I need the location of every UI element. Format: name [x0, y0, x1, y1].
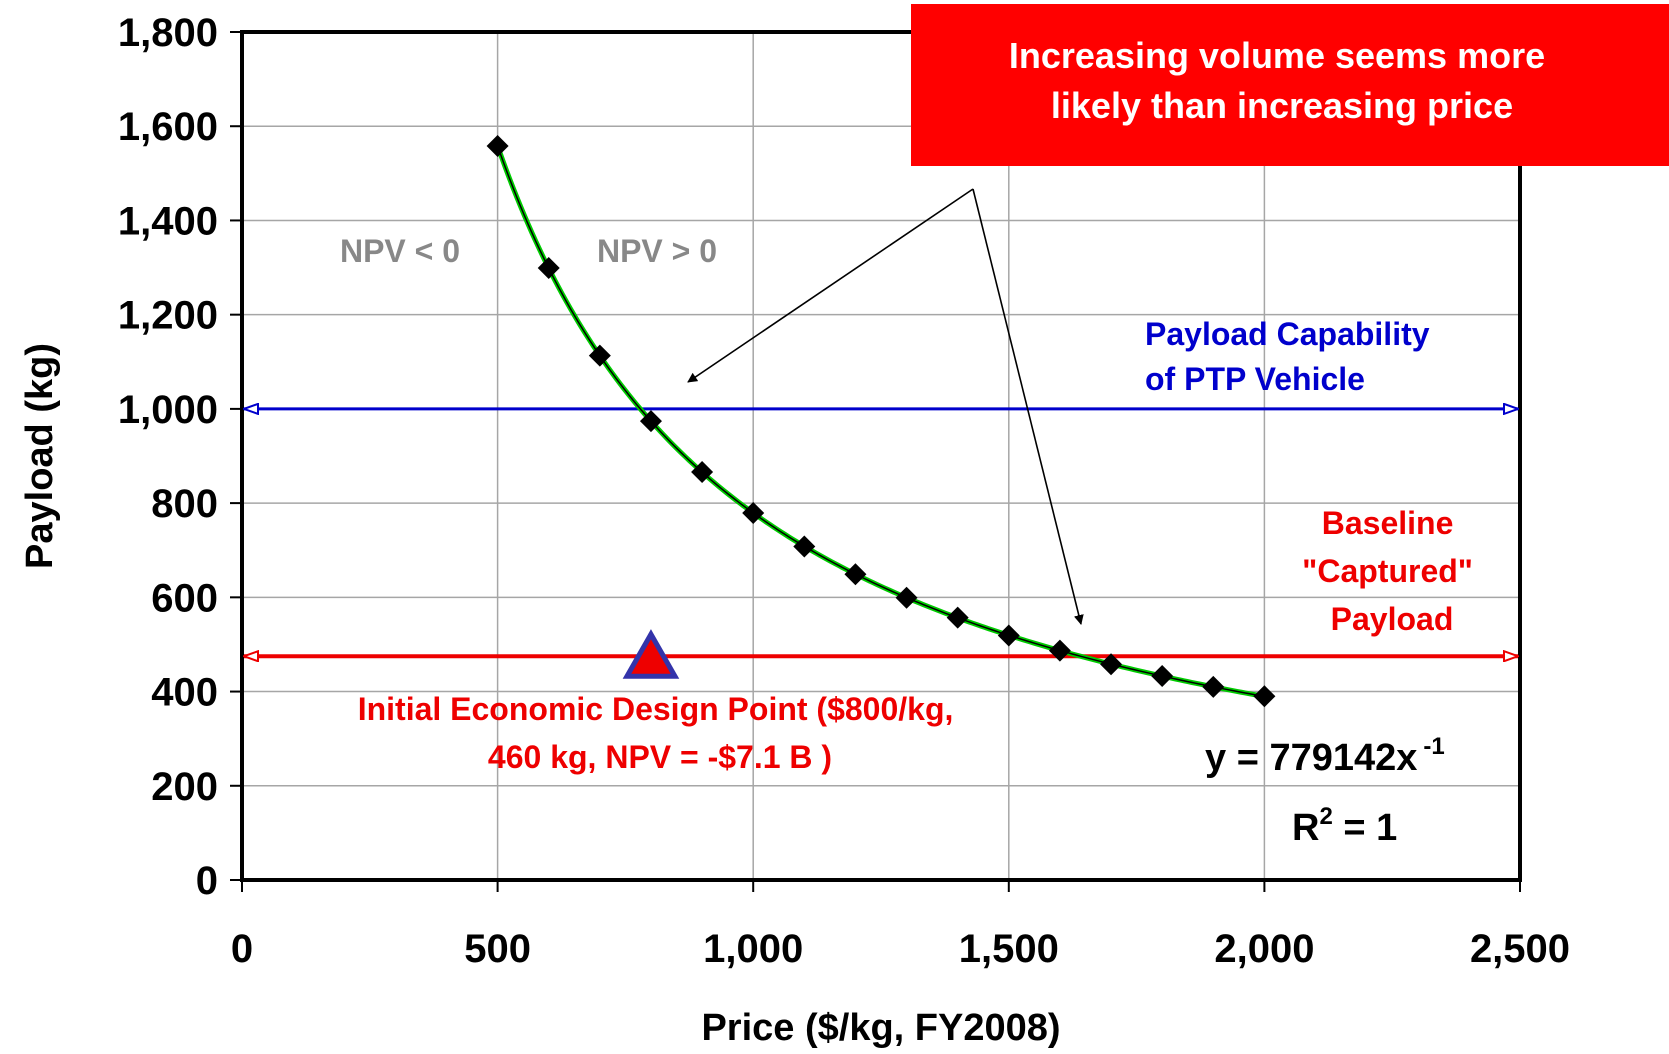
data-point [486, 135, 509, 158]
r-squared-exponent: 2 [1319, 803, 1332, 830]
y-tick-label: 1,600 [118, 105, 218, 149]
y-tick-label: 1,400 [118, 199, 218, 243]
data-point [639, 410, 662, 433]
trendline-equation: y = 779142x -1 [1205, 733, 1445, 779]
callout-box [911, 4, 1669, 166]
y-tick-label: 1,200 [118, 294, 218, 338]
design-point-label: Initial Economic Design Point ($800/kg, … [358, 691, 963, 775]
series-line [496, 145, 1265, 698]
callout-line-1: Increasing volume seems more [1009, 35, 1545, 76]
data-point [946, 606, 969, 629]
data-point [537, 257, 560, 280]
y-axis-title: Payload (kg) [19, 343, 61, 569]
data-point [1048, 639, 1071, 662]
payload-capability-line-1: Payload Capability [1145, 316, 1430, 352]
data-point [1100, 653, 1123, 676]
x-axis-title: Price ($/kg, FY2008) [701, 1007, 1060, 1049]
equation-body: y = 779142x [1205, 737, 1417, 779]
data-point [1253, 685, 1276, 708]
design-point-line-1: Initial Economic Design Point ($800/kg, [358, 691, 954, 727]
region-label-negative: NPV < 0 [340, 233, 460, 269]
reference-lines [244, 409, 1518, 656]
design-point-group [622, 629, 680, 679]
x-tick-label: 1,500 [959, 927, 1059, 971]
design-point-line-2: 460 kg, NPV = -$7.1 B ) [488, 739, 832, 775]
y-tick-label: 1,800 [118, 11, 218, 55]
baseline-payload-label: Baseline "Captured" Payload [1302, 505, 1482, 637]
data-point [844, 563, 867, 586]
y-tick-label: 0 [196, 859, 218, 903]
plot-area [240, 30, 1522, 882]
data-points [486, 135, 1276, 708]
data-point [895, 586, 918, 609]
callout-line-2: likely than increasing price [1051, 85, 1513, 126]
payload-capability-label: Payload Capability of PTP Vehicle [1145, 316, 1438, 397]
trendline-group [495, 145, 1265, 699]
callout-arrow-right [972, 188, 1084, 625]
r-squared-r: R [1292, 807, 1319, 849]
x-tick-label: 500 [464, 927, 531, 971]
y-tick-label: 400 [151, 671, 218, 715]
design-point-marker [622, 629, 680, 679]
baseline-line-2: "Captured" [1302, 553, 1473, 589]
data-point [1202, 675, 1225, 698]
x-tick-label: 2,000 [1214, 927, 1314, 971]
y-tick-label: 800 [151, 482, 218, 526]
equation-exponent: -1 [1423, 733, 1444, 760]
data-point [997, 624, 1020, 647]
y-tick-label: 600 [151, 576, 218, 620]
axis-ticks: 0 200 400 600 800 1,000 1,200 1,400 1,600 1,800 0 5… [118, 11, 1570, 971]
r-squared-value: = 1 [1333, 807, 1397, 849]
data-point [691, 461, 714, 484]
data-point [742, 502, 765, 525]
y-tick-label: 1,000 [118, 388, 218, 432]
trendline [495, 145, 1265, 699]
region-label-positive: NPV > 0 [597, 233, 717, 269]
x-tick-label: 0 [231, 927, 253, 971]
x-tick-label: 1,000 [703, 927, 803, 971]
data-point [1151, 665, 1174, 688]
baseline-line-1: Baseline [1322, 505, 1454, 541]
trendline-r-squared: R2 = 1 [1292, 803, 1397, 849]
baseline-line-3: Payload [1331, 601, 1454, 637]
callout-text: Increasing volume seems more likely than… [1009, 35, 1555, 126]
data-point [793, 535, 816, 558]
y-tick-label: 200 [151, 765, 218, 809]
callout-arrow-left [687, 188, 974, 383]
data-point [588, 344, 611, 367]
payload-capability-line-2: of PTP Vehicle [1145, 361, 1365, 397]
x-tick-label: 2,500 [1470, 927, 1570, 971]
